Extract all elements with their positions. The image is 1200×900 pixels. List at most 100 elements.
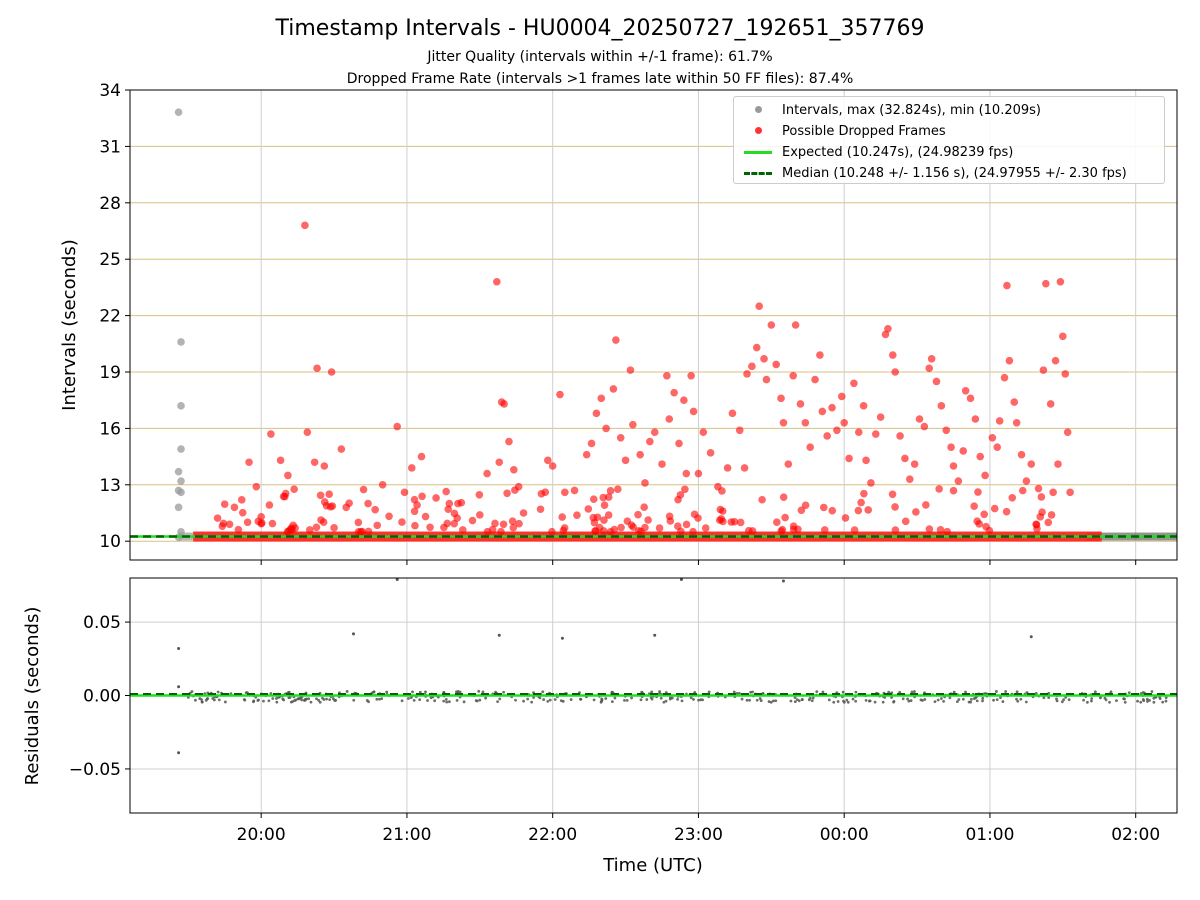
residual-point (198, 697, 202, 700)
residual-point (1015, 690, 1019, 694)
residual-point (662, 700, 666, 704)
residual-point (670, 696, 674, 700)
dropped-frame-point (857, 498, 865, 507)
residual-point (372, 690, 376, 694)
dropped-frame-point (426, 523, 434, 532)
x-tick-label: 01:00 (965, 825, 1014, 845)
dropped-frame-point (1046, 400, 1055, 408)
dropped-frame-point (1042, 279, 1050, 288)
residual-point (1108, 700, 1111, 704)
intervals-series (174, 108, 185, 542)
residual-point (548, 698, 552, 702)
residual-point (1115, 699, 1118, 703)
y-tick-label: −0.05 (69, 760, 121, 780)
dropped-frame-point (954, 477, 963, 485)
dropped-frame-point (511, 486, 519, 494)
top-y-ticks: 10 13 16 19 22 25 28 31 34 (99, 81, 130, 552)
dropped-frame-point (495, 458, 504, 467)
residual-point (294, 698, 298, 702)
dropped-frame-point (230, 503, 239, 512)
residual-point (680, 699, 684, 703)
residual-point (429, 696, 433, 700)
residual-point (1015, 697, 1018, 701)
residual-point (315, 697, 318, 701)
residual-point (1004, 690, 1008, 693)
residual-point (1139, 700, 1143, 704)
residual-point (923, 698, 927, 701)
residual-point (854, 699, 858, 703)
dropped-frame-point (677, 527, 685, 536)
residual-point (793, 700, 797, 704)
residual-point (745, 698, 749, 702)
residual-point (957, 698, 961, 701)
residual-point (774, 699, 778, 703)
residual-point (502, 690, 506, 694)
residual-point (1127, 691, 1131, 695)
dropped-frame-point (975, 520, 983, 528)
residual-point (455, 698, 459, 702)
residual-point (317, 698, 321, 702)
residual-point (1158, 697, 1162, 701)
residual-point (1090, 699, 1093, 703)
dropped-frame-point (548, 462, 557, 470)
residual-point (604, 697, 608, 700)
dropped-frame-point (450, 509, 459, 518)
legend-item-intervals: Intervals, max (32.824s), min (10.209s) (742, 101, 1041, 119)
residual-point (599, 700, 603, 704)
residual-point (447, 700, 451, 704)
dropped-frame-point (981, 471, 989, 480)
y-tick-label: 10 (99, 532, 121, 552)
dropped-frame-point (237, 496, 246, 504)
dropped-frame-point (265, 501, 274, 509)
dropped-frame-point (860, 489, 868, 498)
residual-point (303, 697, 307, 701)
y-tick-label: 31 (99, 137, 121, 157)
dropped-frame-point (519, 509, 528, 517)
dropped-frame-point (801, 418, 810, 427)
residual-point (542, 698, 546, 701)
dropped-frame-point (687, 371, 695, 380)
residual-point (484, 696, 488, 700)
residual-outlier-point (679, 577, 683, 581)
residual-point (522, 699, 525, 703)
dropped-frame-point (854, 428, 863, 436)
dropped-frame-point (301, 221, 309, 230)
dropped-frame-point (884, 324, 892, 333)
residual-point (759, 699, 763, 703)
dropped-frame-point (213, 514, 222, 522)
residual-point (1164, 696, 1168, 700)
dropped-frame-point (744, 526, 753, 535)
dropped-frame-point (561, 488, 569, 497)
residual-point (832, 700, 836, 704)
dropped-frame-point (740, 464, 749, 472)
residual-point (212, 698, 216, 702)
residual-point (269, 692, 273, 695)
legend-expected-line (744, 151, 772, 154)
bottom-y-ticks: −0.05 0.00 0.05 (69, 613, 130, 780)
dropped-frame-point (959, 447, 968, 455)
residual-point (846, 700, 850, 704)
dropped-frame-point (617, 523, 625, 532)
bottom-y-axis-label: Residuals (seconds) (22, 607, 43, 786)
dropped-frame-point (862, 456, 870, 465)
residual-point (1152, 700, 1156, 704)
dropped-frame-point (797, 506, 806, 515)
residual-point (841, 690, 845, 694)
dropped-frame-point (925, 525, 934, 533)
residual-point (689, 696, 693, 700)
dropped-frame-point (413, 501, 421, 509)
dropped-frame-point (444, 505, 453, 514)
dropped-frame-point (220, 500, 229, 508)
dropped-frame-point (743, 370, 751, 378)
residual-point (645, 698, 649, 701)
dropped-frame-point (491, 519, 499, 528)
dropped-frame-point (736, 518, 745, 527)
residual-point (190, 690, 194, 693)
residual-point (592, 698, 596, 702)
interval-point (177, 488, 185, 497)
dropped-frame-point (345, 499, 353, 507)
residual-point (1123, 700, 1127, 704)
dropped-frame-point (935, 485, 943, 493)
dropped-frame-point (1034, 484, 1043, 493)
dropped-frame-point (781, 513, 789, 522)
